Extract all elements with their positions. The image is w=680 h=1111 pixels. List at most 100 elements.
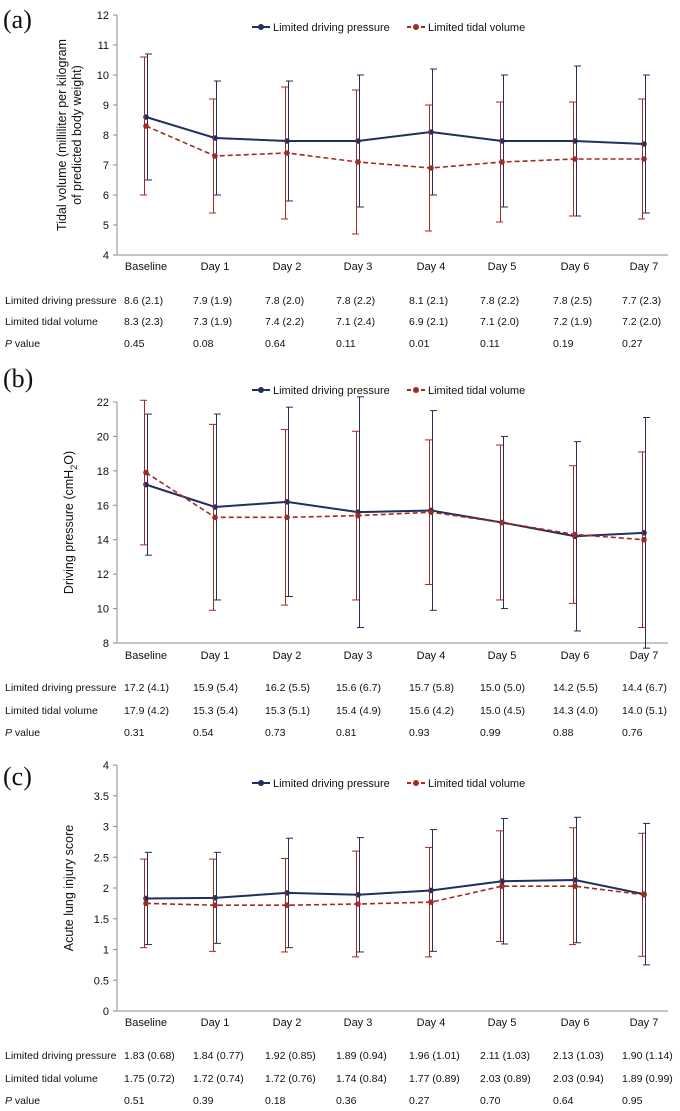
panel-a-x-tick-label: Day 4 xyxy=(417,261,446,273)
panel-c-pvalue-cell: 0.95 xyxy=(622,1095,643,1107)
panel-b-y-axis-title-main: Driving pressure (cmH xyxy=(62,470,76,594)
panel-a-table-cell: 7.3 (1.9) xyxy=(193,316,232,328)
panel-a-x-tick-label: Day 5 xyxy=(488,261,517,273)
panel-c-series-line-ldp xyxy=(145,879,645,900)
panel-c-table-cell: 1.77 (0.89) xyxy=(409,1073,460,1085)
panel-a-x-tick-label: Day 6 xyxy=(561,261,590,273)
panel-a-data-point-ltv xyxy=(641,156,647,162)
panel-b-pvalue-cell: 0.76 xyxy=(622,727,643,739)
panel-c-table-cell: 1.89 (0.94) xyxy=(336,1050,387,1062)
panel-b-y-axis-title: Driving pressure (cmH2O) xyxy=(62,451,79,594)
panel-b-pvalue-cell: 0.88 xyxy=(553,727,574,739)
panel-c-series-line-ltv xyxy=(145,885,645,907)
panel-b-table-cell: 15.0 (4.5) xyxy=(480,705,525,717)
panel-b-table-row-label: Limited driving pressure xyxy=(5,682,117,694)
panel-b-data-point-ltv xyxy=(143,469,149,476)
panel-b-pvalue-label-italic: P xyxy=(5,727,12,739)
panel-c-legend-label-ldp: Limited driving pressure xyxy=(273,778,390,790)
panel-c-x-tick-label: Day 1 xyxy=(201,1017,230,1029)
panel-c-table-cell: 1.72 (0.74) xyxy=(193,1073,244,1085)
panel-c-pvalue-cell: 0.51 xyxy=(124,1095,145,1107)
panel-a-table-cell: 7.8 (2.2) xyxy=(336,295,375,307)
panel-a-data-point-ltv xyxy=(499,159,505,165)
panel-c-pvalue-cell: 0.39 xyxy=(193,1095,214,1107)
panel-a-table-cell: 8.1 (2.1) xyxy=(409,295,448,307)
panel-c-pvalue-label-rest: value xyxy=(12,1095,40,1107)
panel-c-data-point-ltv xyxy=(428,899,434,905)
panel-a-y-tick-label: 6 xyxy=(103,190,109,202)
panel-b-x-tick-label: Day 6 xyxy=(561,650,590,662)
panel-c-data-point-ltv xyxy=(499,883,505,889)
panel-b-x-tick-label: Day 7 xyxy=(630,650,659,662)
panel-c-y-tick-label: 1 xyxy=(103,945,109,957)
panel-a-legend-label-ltv: Limited tidal volume xyxy=(428,22,525,34)
panel-a-table-row-label: Limited driving pressure xyxy=(5,295,117,307)
panel-c-data-point-ltv xyxy=(572,883,578,889)
panel-b-table-cell: 17.2 (4.1) xyxy=(124,682,169,694)
panel-b-y-tick-label: 18 xyxy=(97,466,109,478)
panel-a-x-tick-label: Day 2 xyxy=(273,261,302,273)
panel-a-pvalue-cell: 0.11 xyxy=(480,338,500,350)
panel-b-data-point-ltv xyxy=(572,531,578,538)
panel-b-y-tick-label: 12 xyxy=(97,569,109,581)
panel-b-table-cell: 15.3 (5.4) xyxy=(193,705,238,717)
panel-c-legend-marker xyxy=(258,780,264,786)
panel-c-y-tick-label: 1.5 xyxy=(94,914,109,926)
panel-b-table-cell: 15.6 (6.7) xyxy=(336,682,381,694)
panel-c-table-row-label: Limited tidal volume xyxy=(5,1073,98,1085)
panel-c-y-tick-label: 2 xyxy=(103,883,109,895)
panel-b-x-tick-label: Day 3 xyxy=(344,650,373,662)
panel-a-data-point-ltv xyxy=(355,159,361,165)
panel-b-pvalue-cell: 0.31 xyxy=(124,727,145,739)
panel-c-table-cell: 2.13 (1.03) xyxy=(553,1050,604,1062)
panel-a-legend-label-ldp: Limited driving pressure xyxy=(273,22,390,34)
panel-c-y-tick-label: 3 xyxy=(103,822,109,834)
panel-b-x-tick-label: Day 1 xyxy=(201,650,230,662)
panel-b-data-point-ltv xyxy=(284,514,290,521)
panel-b-pvalue-cell: 0.93 xyxy=(409,727,430,739)
panel-b-y-tick-label: 22 xyxy=(97,397,109,409)
panel-a-data-point-ltv xyxy=(428,165,434,171)
panel-c-data-point-ltv xyxy=(641,891,647,898)
panel-c-table-cell: 1.83 (0.68) xyxy=(124,1050,175,1062)
panel-a-table-cell: 8.3 (2.3) xyxy=(124,316,163,328)
panel-b-y-tick-label: 20 xyxy=(97,431,109,443)
panel-c-table-cell: 1.75 (0.72) xyxy=(124,1073,175,1085)
panel-a-y-tick-label: 5 xyxy=(103,220,109,232)
panel-c-x-tick-label: Day 5 xyxy=(488,1017,517,1029)
panel-a-x-tick-label: Day 3 xyxy=(344,261,373,273)
panel-c-table-cell: 2.11 (1.03) xyxy=(480,1050,530,1062)
panel-c-table-cell: 1.84 (0.77) xyxy=(193,1050,244,1062)
panel-a-table-cell: 6.9 (2.1) xyxy=(409,316,448,328)
panel-c-y-tick-label: 3.5 xyxy=(94,791,109,803)
panel-a-pvalue-cell: 0.27 xyxy=(622,338,643,350)
panel-b-data-point-ltv xyxy=(212,514,218,521)
panel-c-data-point-ltv xyxy=(212,902,218,909)
panel-c-pvalue-label-italic: P xyxy=(5,1095,12,1107)
panel-a-pvalue-label: P value xyxy=(5,338,40,350)
panel-b-data-point-ltv xyxy=(428,509,434,515)
panel-c-table-row-label: Limited driving pressure xyxy=(5,1050,117,1062)
panel-c-y-axis-title: Acute lung injury score xyxy=(62,825,76,952)
panel-b-group: (b) 8 10 12 14 16 18 20 22 Driving pressure (cmH2… xyxy=(3,364,668,739)
panel-a-x-tick-label: Day 1 xyxy=(201,261,230,273)
panel-b-y-axis-title-sub: 2 xyxy=(69,465,79,470)
panel-b-pvalue-cell: 0.73 xyxy=(265,727,286,739)
panel-c-table-cell: 1.96 (1.01) xyxy=(409,1050,460,1062)
panel-a-table-cell: 7.7 (2.3) xyxy=(622,295,661,307)
panel-c-table-cell: 2.03 (0.89) xyxy=(480,1073,531,1085)
panel-b-y-tick-label: 10 xyxy=(97,604,109,616)
panel-b-x-tick-label: Day 5 xyxy=(488,650,517,662)
panel-a-series-line-ltv xyxy=(145,125,644,169)
panel-c-x-tick-label: Baseline xyxy=(125,1017,167,1029)
panel-b-data-point-ltv xyxy=(499,519,505,526)
panel-b-x-tick-label: Day 2 xyxy=(273,650,302,662)
panel-c-data-point-ltv xyxy=(284,902,290,909)
panel-a-table-cell: 7.9 (1.9) xyxy=(193,295,232,307)
panel-c-legend-label-ltv: Limited tidal volume xyxy=(428,778,525,790)
panel-c-data-point-ltv xyxy=(355,901,361,907)
panel-a-pvalue-label-rest: value xyxy=(12,338,40,350)
panel-a-table-cell: 7.8 (2.0) xyxy=(265,295,304,307)
panel-c-legend-marker xyxy=(413,780,419,786)
